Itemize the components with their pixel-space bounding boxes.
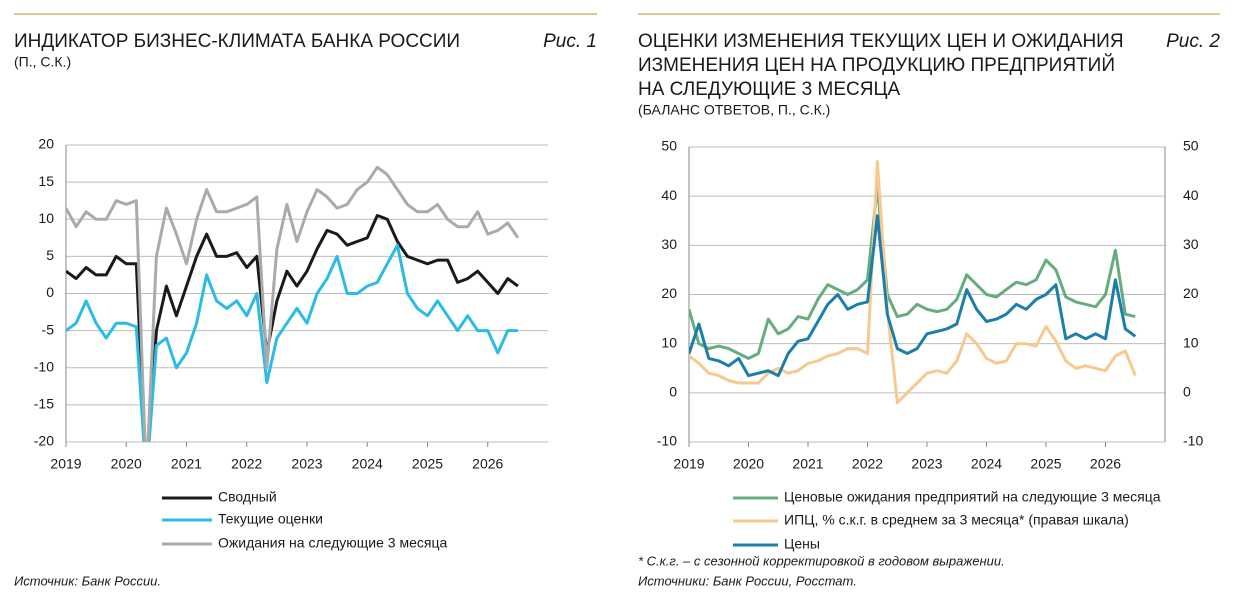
x-tick-label: 2020 — [111, 456, 142, 472]
y-tick-label: 50 — [661, 138, 677, 154]
chart-subtitle: (П., С.К.) — [14, 54, 71, 70]
legend-label: Ожидания на следующие 3 месяца — [218, 535, 447, 551]
y-tick-label: 20 — [661, 285, 677, 301]
y2-tick-label: 20 — [1183, 285, 1199, 301]
y-tick-label: 10 — [38, 210, 54, 226]
y-tick-label: 20 — [38, 136, 54, 152]
x-tick-label: 2023 — [911, 456, 942, 472]
x-tick-label: 2026 — [1090, 456, 1121, 472]
y-tick-label: 0 — [46, 284, 54, 300]
y2-tick-label: -10 — [1183, 433, 1203, 449]
y-tick-label: 40 — [661, 187, 677, 203]
y2-tick-label: 50 — [1183, 138, 1199, 154]
chart-title: ИЗМЕНЕНИЯ ЦЕН НА ПРОДУКЦИЮ ПРЕДПРИЯТИЙ — [638, 54, 1115, 76]
x-tick-label: 2021 — [792, 456, 823, 472]
y-tick-label: 15 — [38, 173, 54, 189]
y-tick-label: 5 — [46, 247, 54, 263]
x-tick-label: 2024 — [971, 456, 1002, 472]
y-tick-label: -20 — [34, 433, 54, 449]
x-tick-label: 2022 — [231, 456, 262, 472]
y-tick-label: 30 — [661, 236, 677, 252]
y-tick-label: -10 — [34, 358, 54, 374]
series-line — [66, 243, 518, 442]
series-line — [66, 165, 520, 442]
y-tick-label: -5 — [42, 321, 55, 337]
source: Источник: Банк России. — [14, 573, 161, 588]
y2-tick-label: 0 — [1183, 384, 1191, 400]
legend-label: Текущие оценки — [218, 511, 323, 527]
figure-label: Рис. 2 — [1166, 31, 1220, 52]
figure-label: Рис. 1 — [543, 31, 597, 52]
legend-label: Ценовые ожидания предприятий на следующи… — [784, 489, 1161, 505]
y-tick-label: -15 — [34, 396, 54, 412]
footnote: * С.к.г. – с сезонной корректировкой в г… — [638, 553, 1005, 568]
y-tick-label: 0 — [669, 384, 677, 400]
x-tick-label: 2020 — [733, 456, 764, 472]
y2-tick-label: 30 — [1183, 236, 1199, 252]
x-tick-label: 2019 — [50, 456, 81, 472]
x-tick-label: 2025 — [1030, 456, 1061, 472]
x-tick-label: 2024 — [352, 456, 383, 472]
x-tick-label: 2021 — [171, 456, 202, 472]
x-tick-label: 2025 — [412, 456, 443, 472]
legend-label: ИПЦ, % с.к.г. в среднем за 3 месяца* (пр… — [784, 512, 1129, 528]
x-tick-label: 2026 — [472, 456, 503, 472]
source: Источники: Банк России, Росстат. — [638, 573, 857, 588]
chart-title: НА СЛЕДУЮЩИЕ 3 МЕСЯЦА — [638, 79, 901, 100]
y2-tick-label: 40 — [1183, 187, 1199, 203]
chart-title: ИНДИКАТОР БИЗНЕС-КЛИМАТА БАНКА РОССИИ — [14, 31, 460, 52]
y2-tick-label: 10 — [1183, 334, 1199, 350]
legend-label: Сводный — [218, 489, 277, 505]
chart-subtitle: (БАЛАНС ОТВЕТОВ, П., С.К.) — [638, 102, 830, 118]
legend-label: Цены — [784, 536, 820, 552]
y-tick-label: 10 — [661, 334, 677, 350]
series-line — [689, 214, 1137, 378]
x-tick-label: 2022 — [852, 456, 883, 472]
chart-title: ОЦЕНКИ ИЗМЕНЕНИЯ ТЕКУЩИХ ЦЕН И ОЖИДАНИЯ — [638, 31, 1124, 52]
series-line — [689, 160, 1137, 405]
y-tick-label: -10 — [657, 433, 677, 449]
x-tick-label: 2019 — [673, 456, 704, 472]
x-tick-label: 2023 — [291, 456, 322, 472]
series-line — [689, 184, 1136, 360]
series-line — [66, 214, 519, 442]
